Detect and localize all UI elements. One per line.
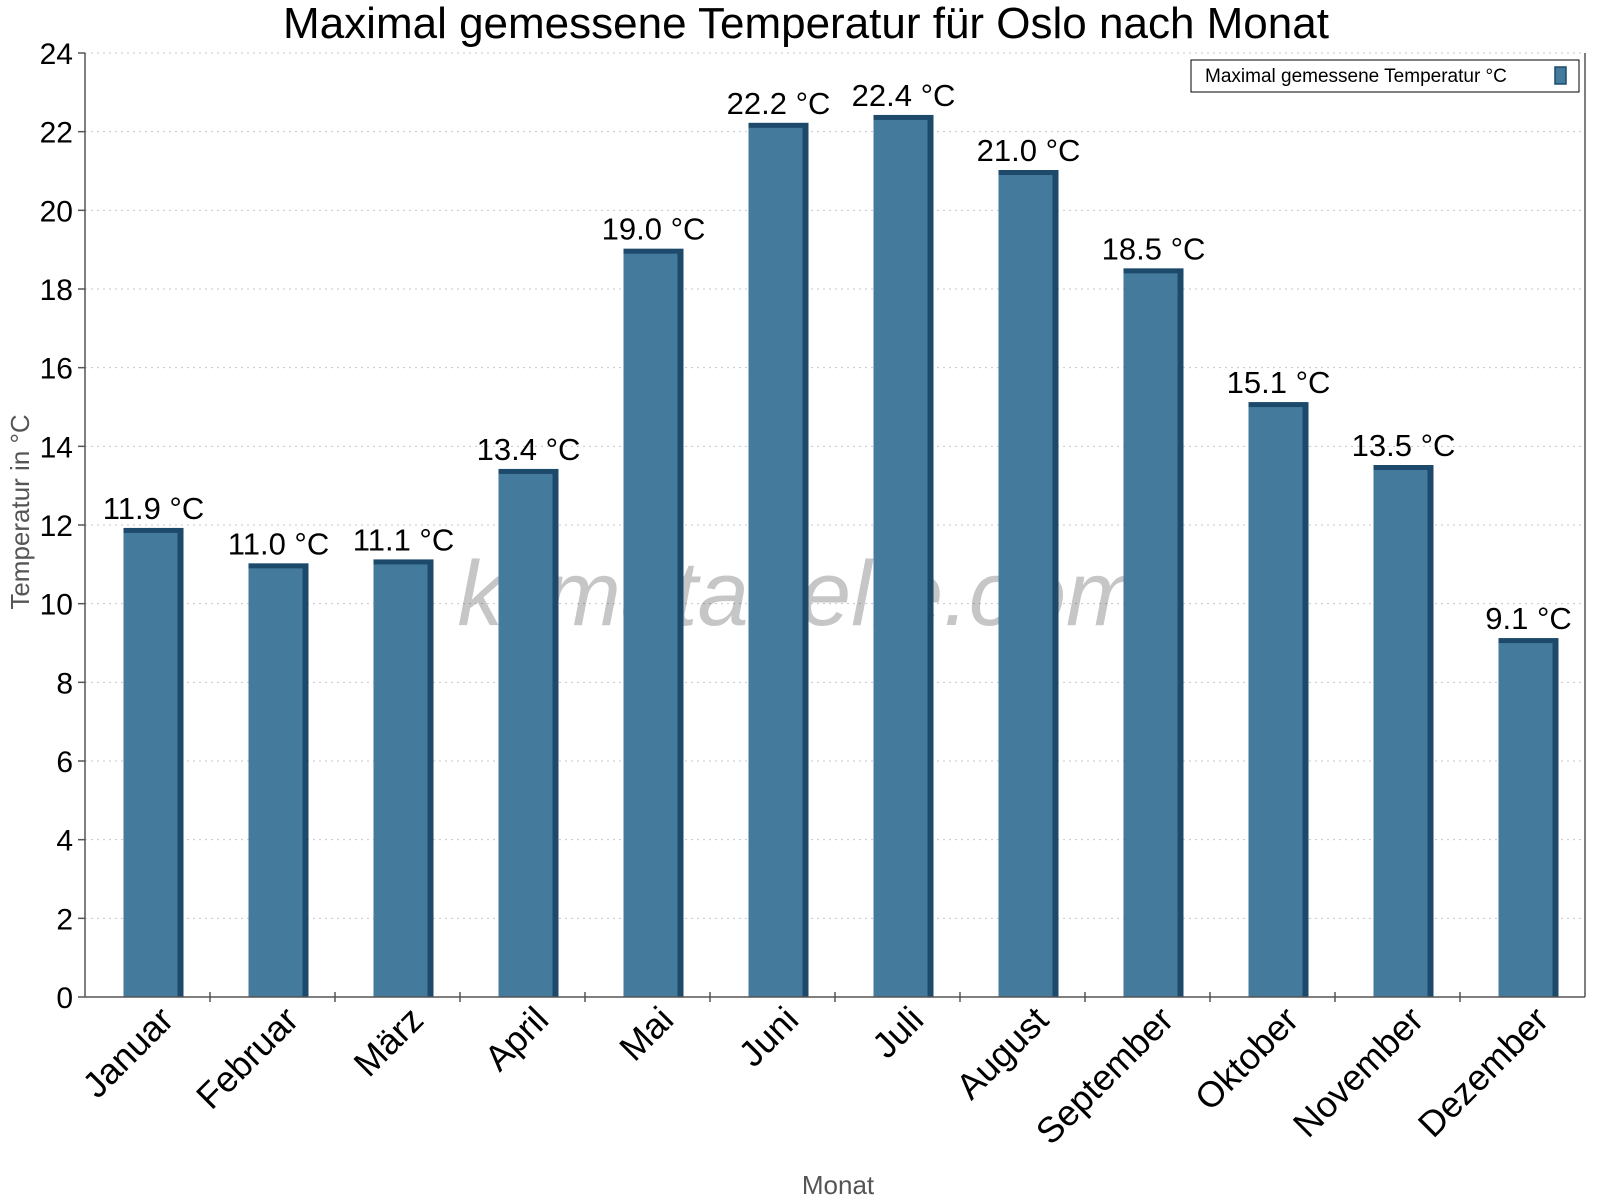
- bar-face: [373, 560, 434, 997]
- data-label: 18.5 °C: [1102, 231, 1206, 266]
- data-label: 15.1 °C: [1227, 365, 1331, 400]
- y-tick-label: 4: [56, 825, 73, 858]
- y-tick-label: 12: [40, 510, 73, 543]
- x-tick-label: April: [476, 999, 556, 1079]
- bar-face: [1498, 639, 1559, 997]
- bar-juni: [748, 122, 809, 998]
- data-label: 22.2 °C: [727, 86, 831, 121]
- bar-face: [873, 115, 934, 997]
- bar-top: [498, 468, 559, 474]
- bar-face: [1373, 466, 1434, 997]
- bar-top: [873, 114, 934, 120]
- bar-november: [1373, 465, 1434, 997]
- data-label: 11.0 °C: [228, 526, 329, 561]
- bar-dezember: [1498, 638, 1559, 997]
- bar-side: [1427, 466, 1434, 997]
- chart-title: Maximal gemessene Temperatur für Oslo na…: [283, 0, 1329, 48]
- bar-oktober: [1248, 402, 1309, 998]
- x-tick-label: Juni: [730, 999, 806, 1075]
- bar-side: [552, 469, 559, 997]
- bar-juli: [873, 114, 934, 997]
- y-tick-label: 20: [40, 195, 73, 228]
- axes: [78, 52, 1586, 1002]
- bar-side: [802, 123, 809, 998]
- data-label: 13.4 °C: [477, 432, 581, 467]
- y-tick-label: 14: [40, 431, 73, 464]
- y-tick-label: 2: [56, 903, 73, 936]
- grid-lines: [85, 52, 1585, 998]
- legend-box: [1190, 59, 1580, 93]
- bar-april: [498, 468, 559, 997]
- y-tick-label: 24: [40, 38, 73, 71]
- bar-januar: [123, 527, 184, 997]
- data-label: 22.4 °C: [852, 78, 956, 113]
- bar-mai: [623, 248, 684, 997]
- x-tick-label: Dezember: [1410, 999, 1556, 1145]
- bar-top: [248, 563, 309, 569]
- bar-august: [998, 170, 1059, 997]
- data-label: 11.9 °C: [103, 491, 204, 526]
- bar-side: [1052, 171, 1059, 997]
- bar-face: [248, 564, 309, 997]
- x-tick-label: Mai: [611, 999, 681, 1069]
- data-label: 19.0 °C: [602, 212, 706, 247]
- data-label: 13.5 °C: [1352, 428, 1456, 463]
- bar-top: [1498, 638, 1559, 644]
- bar-top: [373, 559, 434, 565]
- bar-side: [427, 560, 434, 997]
- y-tick-label: 18: [40, 274, 73, 307]
- bar-top: [1373, 465, 1434, 470]
- legend-label: Maximal gemessene Temperatur °C: [1205, 66, 1507, 87]
- data-labels: 11.9 °C 11.0 °C 11.1 °C 13.4 °C 19.0 °C 22.2 …: [103, 78, 1572, 636]
- x-tick-label: Januar: [74, 999, 181, 1106]
- x-tick-labels: Januar Februar März April Mai Juni Juli AugustS…: [74, 999, 1556, 1153]
- bar-face: [498, 469, 559, 997]
- y-tick-label: 6: [56, 746, 73, 779]
- bar-face: [623, 249, 684, 997]
- bar-side: [1552, 639, 1559, 997]
- bars: [123, 114, 1559, 998]
- data-label: 21.0 °C: [977, 133, 1081, 168]
- x-tick-label: März: [346, 999, 432, 1085]
- bar-side: [677, 249, 684, 997]
- bar-face: [1123, 269, 1184, 997]
- bar-top: [1248, 402, 1309, 408]
- bar-top: [998, 170, 1059, 175]
- bar-top: [748, 122, 809, 128]
- bar-side: [1302, 403, 1309, 998]
- legend-swatch: [1554, 66, 1567, 85]
- bar-face: [1248, 403, 1309, 998]
- x-tick-label: September: [1028, 999, 1182, 1153]
- y-axis-title: Temperatur in °C: [5, 414, 35, 609]
- bar-februar: [248, 563, 309, 997]
- bar-top: [623, 248, 684, 254]
- bar-top: [1123, 268, 1184, 274]
- x-tick-label: August: [948, 999, 1056, 1107]
- bar-face: [123, 528, 184, 997]
- y-tick-label: 0: [56, 982, 73, 1015]
- y-tick-label: 8: [56, 667, 73, 700]
- bar-side: [927, 115, 934, 997]
- x-tick-label: November: [1285, 999, 1431, 1145]
- bar-top: [123, 527, 184, 533]
- data-label: 9.1 °C: [1485, 601, 1572, 636]
- bar-september: [1123, 268, 1184, 997]
- legend: Maximal gemessene Temperatur °C: [1190, 59, 1580, 93]
- x-tick-label: Juli: [864, 999, 931, 1066]
- data-label: 11.1 °C: [353, 522, 454, 557]
- bar-side: [1177, 269, 1184, 997]
- x-tick-label: Februar: [188, 999, 306, 1117]
- bar-side: [302, 564, 309, 997]
- bar-märz: [373, 559, 434, 997]
- y-tick-label: 22: [40, 117, 73, 150]
- bar-face: [748, 123, 809, 998]
- y-tick-label: 10: [40, 589, 73, 622]
- bar-face: [998, 171, 1059, 997]
- bar-side: [177, 528, 184, 997]
- x-tick-label: Oktober: [1187, 999, 1307, 1119]
- y-tick-label: 16: [40, 353, 73, 386]
- x-axis-title: Monat: [802, 1170, 875, 1200]
